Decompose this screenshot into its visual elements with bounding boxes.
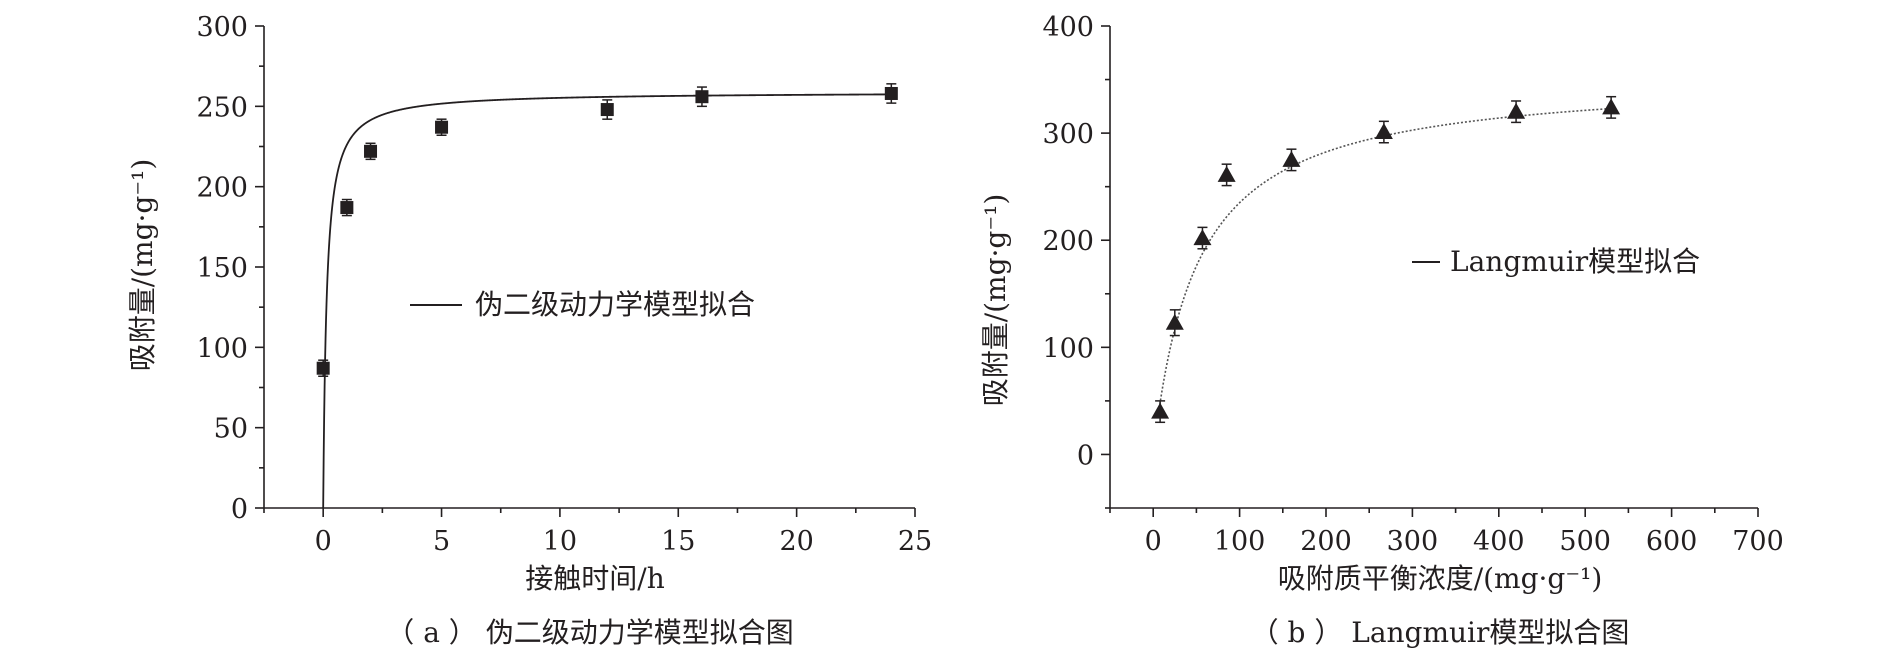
chart-a-y-tick-label: 150 bbox=[196, 253, 248, 284]
chart-a-y-tick-label: 50 bbox=[214, 414, 248, 445]
chart-b-legend-label: Langmuir模型拟合 bbox=[1450, 245, 1700, 278]
chart-b-y-tick-label: 300 bbox=[1042, 119, 1094, 150]
chart-b-x-tick-label: 300 bbox=[1387, 526, 1439, 557]
chart-b: 0 100 200 300 400 500 600 700 0 100 200 300 400 吸附质平… bbox=[979, 12, 1784, 649]
chart-b-marker-triangle bbox=[1374, 123, 1393, 140]
chart-a-y-tick-label: 0 bbox=[231, 494, 248, 525]
chart-b-y-tick-label: 200 bbox=[1042, 226, 1094, 257]
chart-a-data-point bbox=[435, 118, 449, 137]
chart-b-fit-line bbox=[1158, 107, 1612, 409]
chart-b-data-point bbox=[1165, 309, 1184, 337]
chart-b-marker-triangle bbox=[1165, 313, 1184, 330]
chart-a-x-tick-label: 25 bbox=[898, 526, 932, 557]
chart-b-y-tick-label: 0 bbox=[1077, 440, 1094, 471]
chart-b-xlabel: 吸附质平衡浓度/(mg·g⁻¹) bbox=[1278, 562, 1603, 595]
chart-a-xlabel: 接触时间/h bbox=[525, 562, 664, 595]
chart-a-data-point bbox=[364, 142, 378, 161]
chart-a-y-tick-label: 250 bbox=[196, 92, 248, 123]
chart-b-data-point bbox=[1193, 226, 1212, 250]
chart-b-data-point bbox=[1602, 95, 1621, 119]
chart-b-data-point bbox=[1507, 100, 1526, 124]
chart-b-data-point bbox=[1151, 400, 1170, 424]
chart-a-legend-label: 伪二级动力学模型拟合 bbox=[475, 288, 755, 321]
chart-b-data-point bbox=[1374, 120, 1393, 144]
chart-a-fit-line bbox=[322, 93, 892, 509]
chart-a-x-tick-label: 5 bbox=[433, 526, 450, 557]
chart-a-data-point bbox=[600, 99, 614, 120]
chart-a-y-tick-label: 200 bbox=[196, 173, 248, 204]
chart-a-data-point bbox=[316, 359, 330, 378]
chart-b-marker-triangle bbox=[1282, 150, 1301, 167]
chart-a-data-point bbox=[884, 83, 898, 104]
chart-b-x-tick-label: 700 bbox=[1732, 526, 1784, 557]
chart-b-x-tick-label: 100 bbox=[1214, 526, 1266, 557]
chart-a-data-point bbox=[695, 86, 709, 108]
chart-a-marker-square bbox=[884, 86, 898, 100]
chart-b-ylabel: 吸附量/(mg·g⁻¹) bbox=[979, 194, 1012, 407]
chart-b-data-point bbox=[1217, 163, 1236, 187]
chart-b-marker-triangle bbox=[1507, 102, 1526, 119]
chart-b-axes: 0 100 200 300 400 500 600 700 0 100 200 300 400 bbox=[1042, 12, 1783, 557]
chart-b-caption: （ b ） Langmuir模型拟合图 bbox=[1251, 616, 1630, 649]
chart-b-y-tick-label: 400 bbox=[1042, 12, 1094, 43]
chart-b-fit-curve bbox=[1158, 107, 1612, 409]
chart-a-points bbox=[316, 83, 898, 378]
chart-a-fit-curve bbox=[322, 93, 892, 509]
chart-b-x-tick-label: 500 bbox=[1559, 526, 1611, 557]
chart-b-marker-triangle bbox=[1193, 229, 1212, 246]
chart-a-y-tick-label: 100 bbox=[196, 333, 248, 364]
chart-a-data-point bbox=[340, 198, 354, 217]
chart-b-data-point bbox=[1282, 148, 1301, 172]
chart-a-marker-square bbox=[316, 361, 330, 375]
chart-a-x-tick-label: 20 bbox=[779, 526, 813, 557]
chart-b-x-tick-label: 600 bbox=[1646, 526, 1698, 557]
chart-a-marker-square bbox=[435, 120, 449, 134]
chart-a-marker-square bbox=[340, 201, 354, 215]
chart-a-x-tick-label: 10 bbox=[543, 526, 577, 557]
chart-a-x-tick-label: 0 bbox=[315, 526, 332, 557]
chart-a-marker-square bbox=[695, 90, 709, 104]
chart-b-x-tick-label: 200 bbox=[1300, 526, 1352, 557]
chart-b-x-tick-label: 0 bbox=[1145, 526, 1162, 557]
chart-a-marker-square bbox=[364, 144, 378, 158]
chart-a-y-tick-label: 300 bbox=[196, 12, 248, 43]
chart-b-points bbox=[1151, 95, 1621, 424]
chart-a-marker-square bbox=[600, 103, 614, 117]
chart-b-marker-triangle bbox=[1217, 165, 1236, 182]
chart-b-marker-triangle bbox=[1602, 98, 1621, 115]
chart-b-marker-triangle bbox=[1151, 402, 1170, 419]
chart-a-caption: （ a ） 伪二级动力学模型拟合图 bbox=[386, 616, 793, 649]
chart-a-ylabel: 吸附量/(mg·g⁻¹) bbox=[126, 159, 159, 372]
chart-a-x-tick-label: 15 bbox=[661, 526, 695, 557]
chart-b-x-tick-label: 400 bbox=[1473, 526, 1525, 557]
chart-b-y-tick-label: 100 bbox=[1042, 333, 1094, 364]
